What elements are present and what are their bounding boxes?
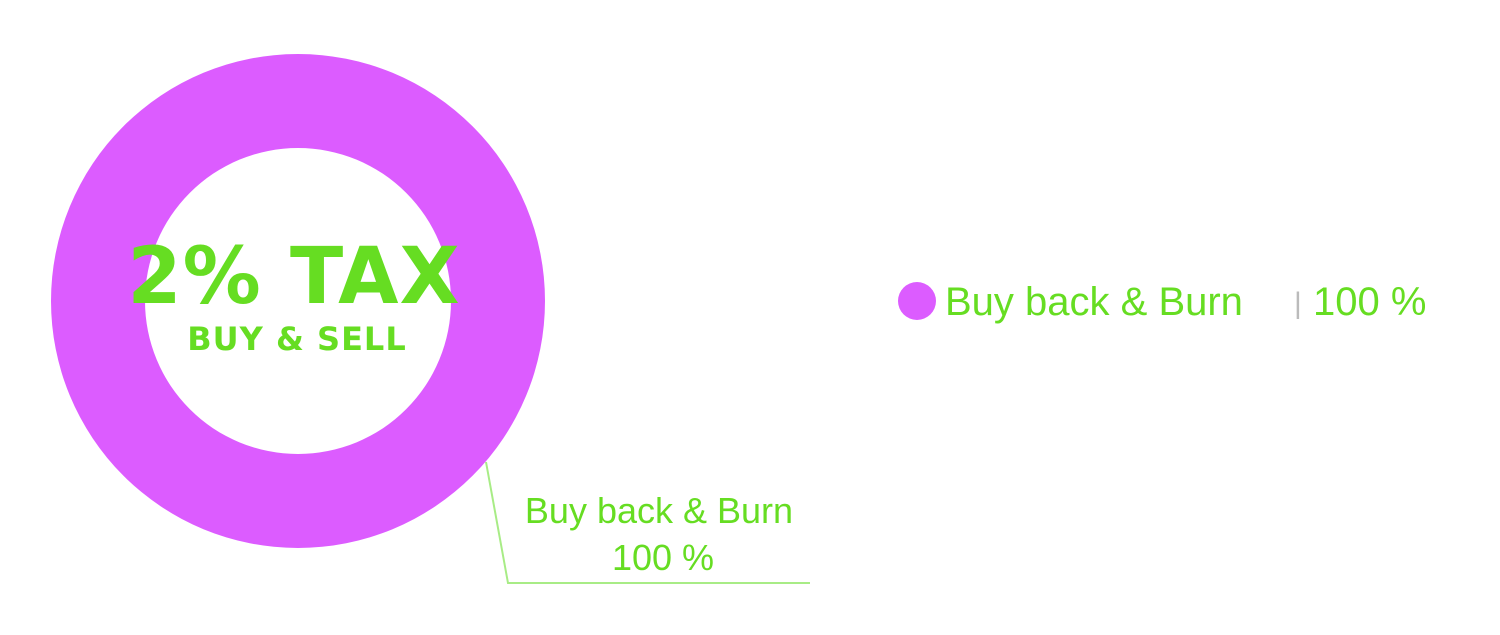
- donut-slices: [51, 54, 545, 548]
- donut-slice: [51, 54, 545, 548]
- donut-center-subtitle: BUY & SELL: [187, 320, 406, 358]
- slice-label-value: 100 %: [612, 537, 714, 578]
- donut-center-title: 2% TAX: [127, 232, 460, 322]
- slice-label-name: Buy back & Burn: [525, 490, 793, 531]
- legend-value: 100 %: [1313, 280, 1426, 324]
- legend-marker: [898, 282, 936, 320]
- legend-separator: |: [1294, 287, 1302, 320]
- slice-label-leader-line: [485, 461, 810, 584]
- slice-labels: Buy back & Burn 100 %: [485, 461, 810, 584]
- legend-label: Buy back & Burn: [945, 280, 1243, 324]
- legend: Buy back & Burn | 100 %: [898, 280, 1426, 324]
